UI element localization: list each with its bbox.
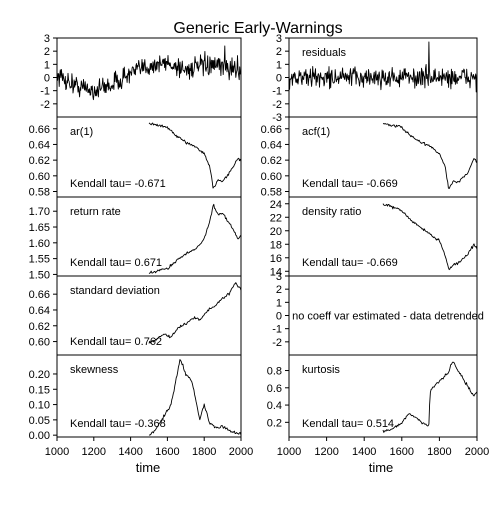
return-rate-ytick-label: 1.50 (29, 269, 50, 281)
ar1-ytick-label: 0.58 (29, 187, 50, 199)
density-ratio-panel-label: density ratio (302, 206, 361, 218)
series-series-line (56, 45, 242, 101)
series-ytick-label: -2 (40, 99, 50, 111)
right-xtick-label: 1800 (427, 446, 451, 458)
skewness-series-line (148, 359, 242, 436)
left-xtick-label: 2000 (229, 446, 253, 458)
kurtosis-tau-label: Kendall tau= 0.514 (302, 418, 394, 430)
coeff-var-ytick-label: 1 (276, 297, 282, 309)
skewness-ytick-label: 0.00 (29, 430, 50, 442)
left-xtick-label: 1200 (82, 446, 106, 458)
return-rate-ytick-label: 1.55 (29, 254, 50, 266)
acf1-tau-label: Kendall tau= -0.669 (302, 178, 398, 190)
density-ratio-ytick-label: 24 (270, 199, 282, 211)
standard-deviation-tau-label: Kendall tau= 0.762 (70, 336, 162, 348)
coeff-var-ytick-label: 2 (276, 284, 282, 296)
density-ratio-tau-label: Kendall tau= -0.669 (302, 257, 398, 269)
residuals-ytick-label: 1 (276, 59, 282, 71)
standard-deviation-ytick-label: 0.62 (29, 321, 50, 333)
coeff-var-note: no coeff var estimated - data detrended (292, 311, 484, 323)
ar1-ytick-label: 0.66 (29, 124, 50, 136)
acf1-ytick-label: 0.60 (261, 171, 282, 183)
return-rate-ytick-label: 1.70 (29, 206, 50, 218)
right-xtick-label: 1200 (314, 446, 338, 458)
series-ytick-label: 2 (44, 46, 50, 58)
residuals-ytick-label: -2 (272, 99, 282, 111)
residuals-ytick-label: -1 (272, 86, 282, 98)
kurtosis-ytick-label: 0.8 (267, 366, 282, 378)
residuals-ytick-label: 3 (276, 33, 282, 45)
right-xtick-label: 1600 (390, 446, 414, 458)
standard-deviation-ytick-label: 0.64 (29, 305, 50, 317)
ar1-ytick-label: 0.60 (29, 171, 50, 183)
left-xtick-label: 1600 (155, 446, 179, 458)
kurtosis-frame (288, 354, 478, 438)
skewness-ytick-label: 0.05 (29, 415, 50, 427)
acf1-panel-label: acf(1) (302, 126, 330, 138)
skewness-frame (56, 354, 242, 438)
residuals-panel-label: residuals (302, 47, 347, 59)
right-xtick-label: 2000 (465, 446, 489, 458)
acf1-ytick-label: 0.64 (261, 139, 282, 151)
ar1-series-line (148, 122, 242, 189)
density-ratio-ytick-label: 22 (270, 212, 282, 224)
density-ratio-ytick-label: 20 (270, 226, 282, 238)
return-rate-series-line (148, 203, 242, 274)
kurtosis-ytick-label: 0.4 (267, 400, 282, 412)
return-rate-ytick-label: 1.60 (29, 238, 50, 250)
kurtosis-series-line (382, 361, 478, 433)
panels-group: -2-10123-3-2-10123residuals0.580.600.620… (29, 33, 490, 458)
skewness-ytick-label: 0.10 (29, 400, 50, 412)
density-ratio-ytick-label: 16 (270, 253, 282, 265)
series-ytick-label: 0 (44, 73, 50, 85)
ar1-ytick-label: 0.64 (29, 139, 50, 151)
density-ratio-ytick-label: 14 (270, 266, 282, 278)
left-xtick-label: 1800 (192, 446, 216, 458)
ar1-panel-label: ar(1) (70, 126, 93, 138)
skewness-panel-label: skewness (70, 364, 119, 376)
kurtosis-panel-label: kurtosis (302, 364, 340, 376)
right-xtick-label: 1400 (352, 446, 376, 458)
x-axis-label-right: time (369, 460, 394, 475)
coeff-var-ytick-label: -2 (272, 337, 282, 349)
ar1-ytick-label: 0.62 (29, 155, 50, 167)
standard-deviation-panel-label: standard deviation (70, 285, 160, 297)
coeff-var-ytick-label: 0 (276, 311, 282, 323)
series-ytick-label: 3 (44, 33, 50, 45)
ar1-tau-label: Kendall tau= -0.671 (70, 178, 166, 190)
density-ratio-series-line (382, 203, 478, 271)
right-xtick-label: 1000 (277, 446, 301, 458)
acf1-series-line (382, 123, 478, 189)
standard-deviation-ytick-label: 0.60 (29, 337, 50, 349)
kurtosis-ytick-label: 0.6 (267, 383, 282, 395)
series-ytick-label: -1 (40, 86, 50, 98)
standard-deviation-series-line (148, 282, 242, 344)
residuals-series-line (288, 41, 478, 93)
series-ytick-label: 1 (44, 59, 50, 71)
series-frame (56, 37, 242, 118)
coeff-var-ytick-label: -1 (272, 324, 282, 336)
return-rate-ytick-label: 1.65 (29, 222, 50, 234)
density-ratio-ytick-label: 18 (270, 239, 282, 251)
x-axis-label-left: time (136, 460, 161, 475)
return-rate-panel-label: return rate (70, 206, 121, 218)
acf1-ytick-label: 0.58 (261, 187, 282, 199)
standard-deviation-ytick-label: 0.66 (29, 289, 50, 301)
acf1-ytick-label: 0.66 (261, 124, 282, 136)
residuals-ytick-label: -3 (272, 112, 282, 124)
skewness-tau-label: Kendall tau= -0.368 (70, 418, 166, 430)
residuals-ytick-label: 0 (276, 73, 282, 85)
coeff-var-ytick-label: 3 (276, 271, 282, 283)
return-rate-tau-label: Kendall tau= 0.671 (70, 257, 162, 269)
acf1-ytick-label: 0.62 (261, 155, 282, 167)
left-xtick-label: 1000 (45, 446, 69, 458)
figure-title: Generic Early-Warnings (173, 20, 342, 37)
left-xtick-label: 1400 (118, 446, 142, 458)
kurtosis-ytick-label: 0.2 (267, 417, 282, 429)
skewness-ytick-label: 0.20 (29, 369, 50, 381)
skewness-ytick-label: 0.15 (29, 384, 50, 396)
residuals-ytick-label: 2 (276, 46, 282, 58)
